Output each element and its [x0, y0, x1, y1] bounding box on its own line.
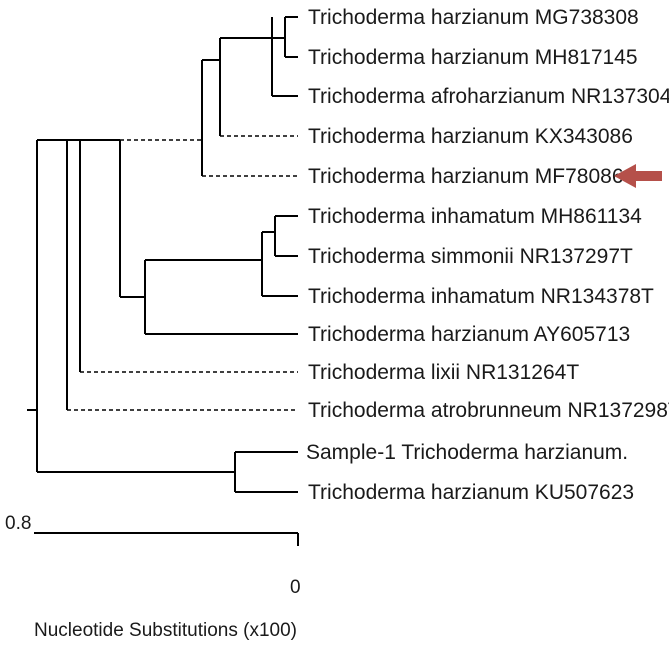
taxon-label: Trichoderma harzianum KU507623 [308, 481, 634, 504]
taxon-label: Trichoderma afroharzianum NR137304T [308, 85, 669, 108]
taxon-label-highlighted: Trichoderma harzianum MF780864 [308, 165, 636, 188]
taxon-label: Sample-1 Trichoderma harzianum. [306, 441, 628, 464]
scale-left-label: 0.8 [5, 513, 31, 534]
taxon-label: Trichoderma atrobrunneum NR137298T [308, 399, 669, 422]
taxon-label: Trichoderma harzianum AY605713 [308, 323, 630, 346]
taxon-label: Trichoderma lixii NR131264T [308, 361, 579, 384]
scale-bar: 0.8 0 Nucleotide Substitutions (x100) [5, 513, 301, 641]
taxon-label: Trichoderma harzianum MG738308 [308, 6, 639, 29]
taxon-label: Trichoderma harzianum KX343086 [308, 125, 633, 148]
scale-axis-title: Nucleotide Substitutions (x100) [34, 620, 297, 641]
scale-right-label: 0 [290, 577, 301, 598]
taxon-label: Trichoderma simmonii NR137297T [308, 245, 633, 268]
tree-branches [27, 16, 298, 493]
taxon-label: Trichoderma harzianum MH817145 [308, 46, 638, 69]
highlight-arrow-icon [614, 164, 662, 188]
taxon-label: Trichoderma inhamatum MH861134 [308, 205, 642, 228]
taxon-label: Trichoderma inhamatum NR134378T [308, 285, 654, 308]
taxon-labels: Trichoderma harzianum MG738308 Trichoder… [306, 6, 669, 504]
